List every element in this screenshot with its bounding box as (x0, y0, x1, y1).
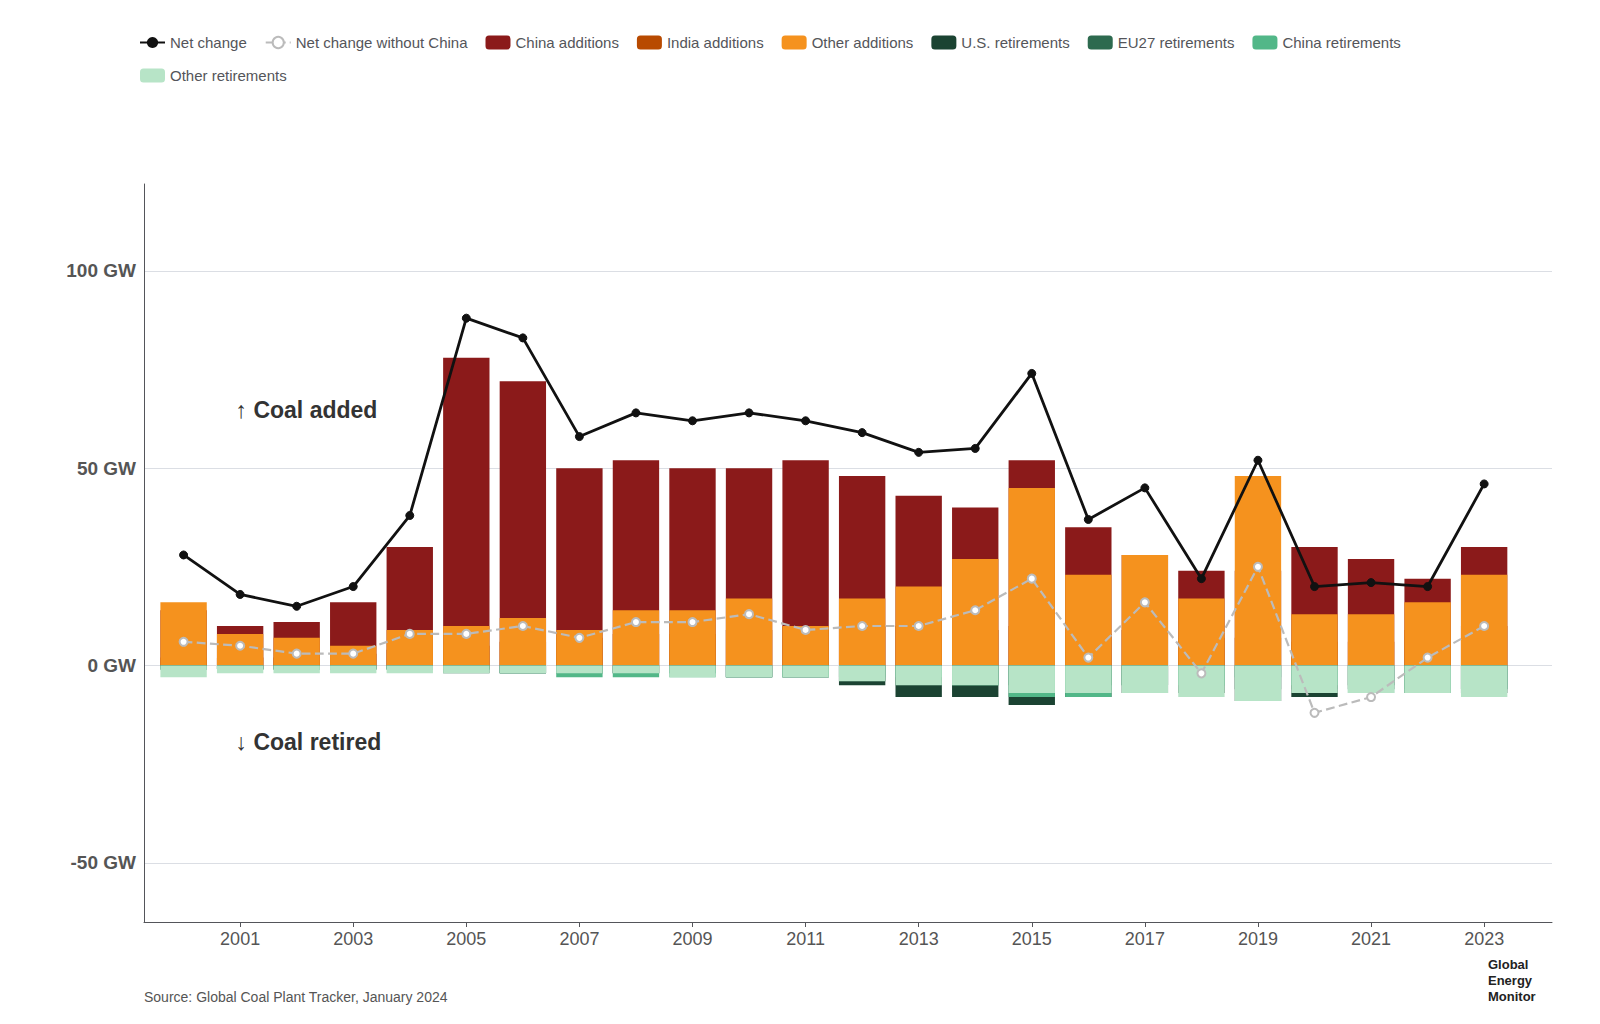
svg-text:-50 GW: -50 GW (71, 852, 137, 873)
svg-text:2001: 2001 (220, 929, 260, 949)
svg-text:↑ Coal added: ↑ Coal added (236, 397, 378, 423)
svg-text:2015: 2015 (1012, 929, 1052, 949)
svg-text:Net change: Net change (170, 34, 247, 51)
svg-text:China retirements: China retirements (1282, 34, 1400, 51)
svg-text:Net change without China: Net change without China (296, 34, 468, 51)
svg-text:2009: 2009 (672, 929, 712, 949)
svg-text:↓ Coal retired: ↓ Coal retired (236, 729, 382, 755)
svg-text:2003: 2003 (333, 929, 373, 949)
svg-text:2007: 2007 (559, 929, 599, 949)
svg-text:China additions: China additions (515, 34, 618, 51)
svg-text:U.S. retirements: U.S. retirements (961, 34, 1069, 51)
svg-text:2011: 2011 (786, 929, 825, 949)
svg-text:2019: 2019 (1238, 929, 1278, 949)
svg-text:Monitor: Monitor (1488, 989, 1536, 1004)
svg-text:Other additions: Other additions (812, 34, 914, 51)
svg-text:Source: Global Coal Plant Trac: Source: Global Coal Plant Tracker, Janua… (144, 989, 448, 1005)
svg-text:2023: 2023 (1464, 929, 1504, 949)
svg-text:50 GW: 50 GW (77, 458, 136, 479)
svg-text:India additions: India additions (667, 34, 764, 51)
svg-text:2021: 2021 (1351, 929, 1391, 949)
svg-text:EU27 retirements: EU27 retirements (1118, 34, 1235, 51)
svg-text:Energy: Energy (1488, 973, 1533, 988)
svg-text:100 GW: 100 GW (66, 260, 136, 281)
svg-text:2013: 2013 (899, 929, 939, 949)
svg-text:Global: Global (1488, 957, 1528, 972)
svg-text:Other retirements: Other retirements (170, 67, 287, 84)
svg-text:0 GW: 0 GW (87, 655, 136, 676)
svg-text:2005: 2005 (446, 929, 486, 949)
svg-text:2017: 2017 (1125, 929, 1165, 949)
